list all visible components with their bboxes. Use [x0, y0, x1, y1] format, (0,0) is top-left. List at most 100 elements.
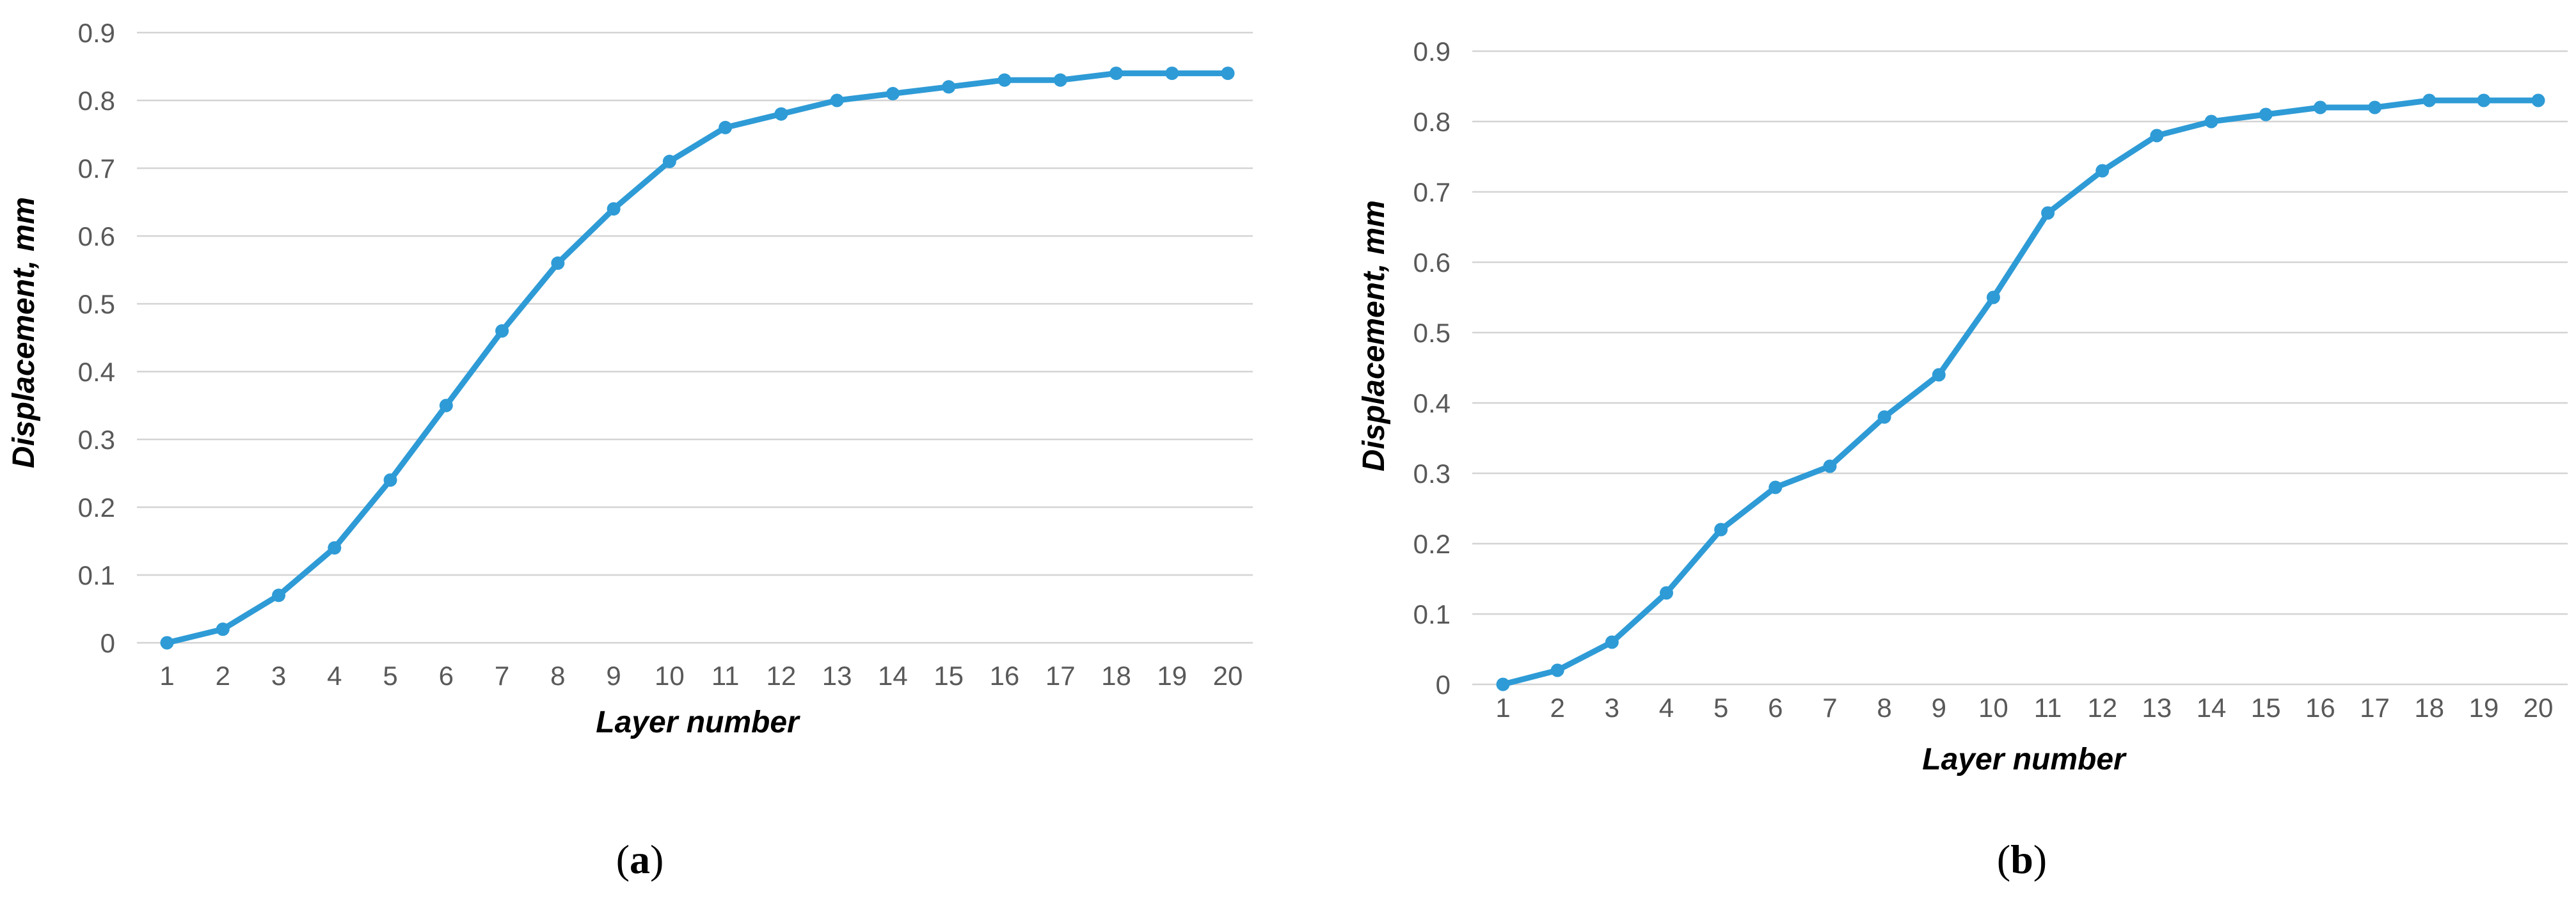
- x-tick-label: 10: [655, 661, 685, 691]
- x-tick-label: 2: [216, 661, 230, 691]
- x-tick-label: 18: [2414, 693, 2444, 723]
- data-point-marker: [2095, 164, 2110, 178]
- chart-panel-a: 0 0.1 0.2 0.3 0.4 0.5 0.6 0.7 0.8 0.9 1 2 3 4 5 6 7 8 9 10…: [7, 18, 1253, 882]
- x-tick-label: 15: [2251, 693, 2281, 723]
- y-tick-label: 0.4: [1413, 388, 1451, 418]
- x-tick-label: 8: [550, 661, 565, 691]
- y-tick-label: 0.3: [78, 425, 115, 455]
- y-axis-title: Displacement, mm: [7, 197, 41, 468]
- data-point-marker: [160, 636, 174, 650]
- data-point-marker: [2204, 114, 2218, 129]
- y-tick-label: 0.2: [78, 492, 115, 523]
- x-tick-label: 3: [1605, 693, 1619, 723]
- x-tick-label: 11: [712, 661, 740, 691]
- data-point-marker: [439, 398, 453, 413]
- data-point-marker: [886, 86, 900, 100]
- y-tick-labels-b: 0 0.1 0.2 0.3 0.4 0.5 0.6 0.7 0.8 0.9: [1413, 36, 1451, 700]
- x-tick-label: 7: [495, 661, 509, 691]
- x-tick-label: 17: [1046, 661, 1076, 691]
- data-point-marker: [328, 541, 342, 555]
- y-tick-label: 0: [1436, 670, 1451, 700]
- data-point-marker: [830, 93, 844, 107]
- y-tick-label: 0.7: [78, 154, 115, 184]
- x-tick-label: 4: [327, 661, 342, 691]
- data-point-marker: [551, 256, 565, 270]
- caption-letter: a: [630, 837, 650, 882]
- data-point-marker: [2368, 100, 2382, 114]
- displacement-series-line: [1500, 97, 2541, 688]
- data-series-a: [160, 67, 1235, 650]
- y-tick-label: 0.6: [78, 221, 115, 251]
- data-point-marker: [1109, 67, 1123, 81]
- x-tick-label: 17: [2360, 693, 2390, 723]
- data-point-marker: [272, 588, 286, 603]
- caption-letter: b: [2010, 837, 2033, 882]
- y-tick-label: 0.5: [78, 289, 115, 319]
- data-point-marker: [1823, 459, 1837, 473]
- data-series-b: [1496, 93, 2545, 691]
- data-point-marker: [1165, 67, 1179, 81]
- x-tick-label: 18: [1101, 661, 1131, 691]
- x-tick-label: 5: [1713, 693, 1728, 723]
- x-tick-label: 1: [1495, 693, 1510, 723]
- x-tick-label: 11: [2034, 693, 2062, 723]
- x-tick-label: 16: [990, 661, 1020, 691]
- y-tick-label: 0.1: [1413, 599, 1451, 629]
- x-tick-label: 2: [1550, 693, 1564, 723]
- data-point-marker: [1986, 290, 2000, 304]
- x-tick-label: 15: [934, 661, 964, 691]
- x-tick-label: 14: [2197, 693, 2227, 723]
- y-tick-label: 0.5: [1413, 318, 1451, 348]
- x-tick-label: 3: [271, 661, 286, 691]
- data-point-marker: [774, 107, 788, 121]
- panel-caption: (b): [1997, 837, 2047, 882]
- y-tick-label: 0.6: [1413, 248, 1451, 278]
- chart-panel-b: 0 0.1 0.2 0.3 0.4 0.5 0.6 0.7 0.8 0.9 1 2 3 4 5 6 7 8 9 10…: [1288, 0, 2576, 898]
- data-point-marker: [1496, 677, 1510, 691]
- x-tick-label: 12: [2087, 693, 2117, 723]
- data-point-marker: [2259, 107, 2273, 122]
- data-point-marker: [998, 73, 1012, 87]
- data-point-marker: [1932, 368, 1946, 382]
- x-tick-labels-a: 1 2 3 4 5 6 7 8 9 10 11 12 13 14 15 16 17 18 19 20: [159, 661, 1243, 691]
- panel-caption: (a): [616, 837, 664, 882]
- data-point-marker: [1877, 410, 1891, 424]
- caption-close-paren: ): [650, 837, 664, 882]
- x-tick-label: 9: [1932, 693, 1946, 723]
- data-point-marker: [495, 324, 509, 338]
- x-tick-label: 5: [383, 661, 397, 691]
- data-point-marker: [1769, 480, 1783, 494]
- x-axis-title: Layer number: [1922, 743, 2127, 776]
- x-tick-label: 16: [2305, 693, 2335, 723]
- y-tick-label: 0.4: [78, 357, 115, 387]
- data-point-marker: [2150, 129, 2164, 143]
- data-point-marker: [1605, 635, 1619, 649]
- data-point-marker: [1659, 586, 1673, 600]
- x-tick-label: 6: [439, 661, 454, 691]
- y-tick-label: 0: [100, 628, 115, 658]
- y-tick-labels-a: 0 0.1 0.2 0.3 0.4 0.5 0.6 0.7 0.8 0.9: [78, 18, 115, 658]
- y-tick-label: 0.3: [1413, 459, 1451, 489]
- data-point-marker: [719, 120, 733, 134]
- x-tick-label: 10: [1978, 693, 2008, 723]
- y-tick-label: 0.9: [78, 18, 115, 48]
- data-point-marker: [942, 80, 956, 94]
- x-tick-label: 4: [1659, 693, 1674, 723]
- x-tick-label: 1: [159, 661, 174, 691]
- y-tick-label: 0.7: [1413, 177, 1451, 207]
- data-point-marker: [662, 154, 676, 168]
- x-tick-label: 14: [878, 661, 908, 691]
- y-tick-label: 0.8: [78, 86, 115, 116]
- caption-close-paren: ): [2033, 837, 2047, 882]
- y-axis-title: Displacement, mm: [1357, 200, 1391, 471]
- data-point-marker: [216, 622, 230, 636]
- x-tick-label: 20: [2524, 693, 2554, 723]
- x-tick-label: 20: [1213, 661, 1243, 691]
- displacement-series-line: [164, 70, 1231, 646]
- gridlines-a: [137, 31, 1253, 644]
- data-point-marker: [2041, 206, 2055, 220]
- x-axis-title: Layer number: [596, 705, 800, 739]
- data-point-marker: [1550, 663, 1564, 677]
